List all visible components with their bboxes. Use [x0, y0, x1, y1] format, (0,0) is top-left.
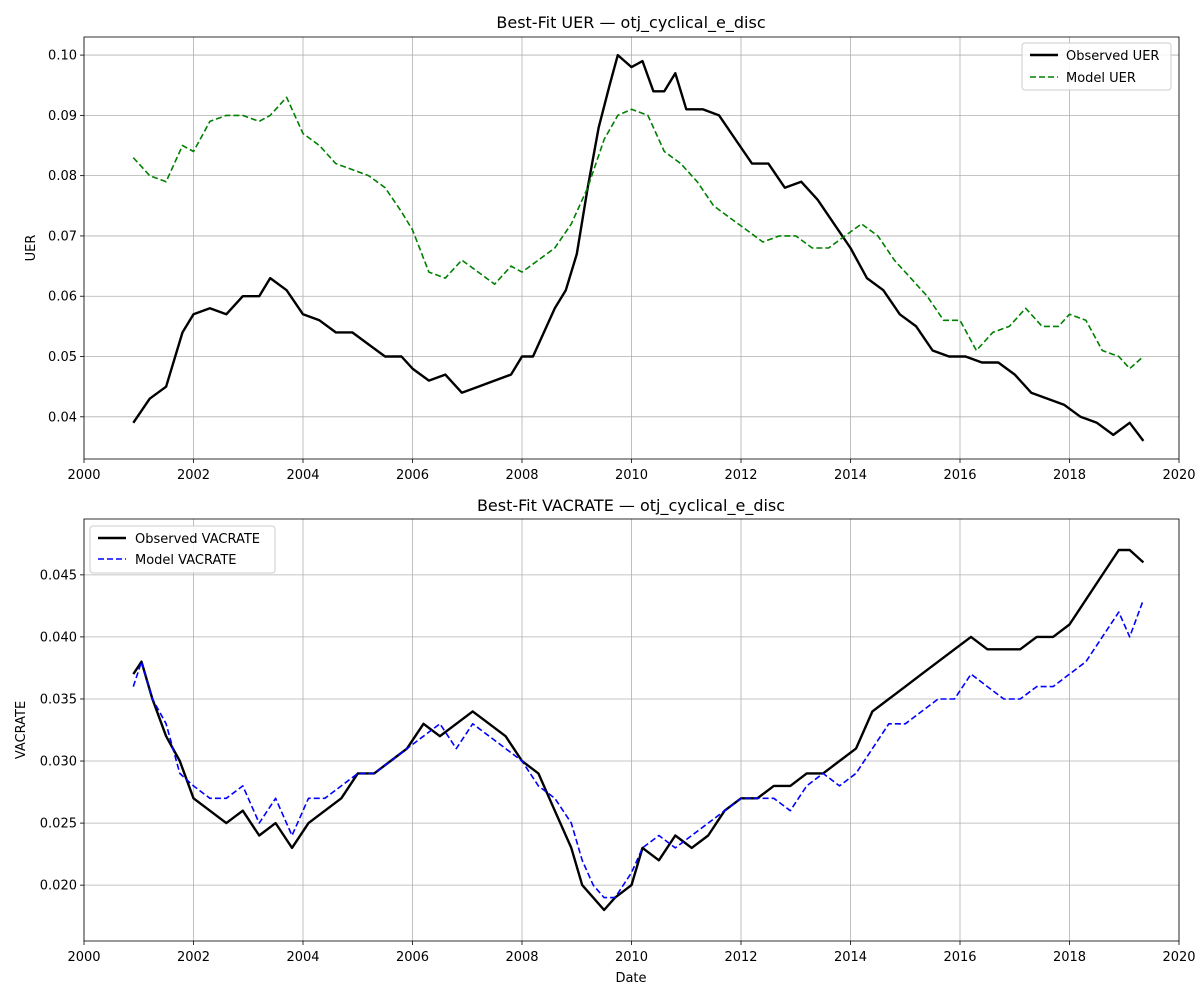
vacrate-ytick-label-3: 0.035: [40, 692, 77, 707]
uer-series-line-observed-uer: [132, 53, 1145, 442]
vacrate-chart: Best-Fit VACRATE — otj_cyclical_e_disc V…: [14, 496, 1196, 986]
uer-xtick-label-4: 2008: [505, 468, 538, 483]
uer-legend: Observed UER Model UER: [1021, 42, 1172, 91]
legend-label-observed-uer: Observed UER: [1066, 49, 1159, 64]
uer-ytick-label-4: 0.08: [48, 169, 77, 184]
uer-ytick-label-2: 0.06: [48, 290, 77, 305]
uer-xtick-label-10: 2020: [1162, 468, 1195, 483]
vacrate-xtick-label-7: 2014: [834, 950, 867, 965]
vacrate-ytick-label-0: 0.020: [40, 879, 77, 894]
vacrate-xtick-label-1: 2002: [177, 950, 210, 965]
uer-y-axis-label: UER: [24, 235, 39, 262]
legend-label-model-vacrate: Model VACRATE: [135, 553, 237, 568]
legend-label-model-uer: Model UER: [1066, 71, 1136, 86]
uer-chart: Best-Fit UER — otj_cyclical_e_disc UER 2…: [24, 13, 1196, 483]
uer-ytick-label-5: 0.09: [48, 109, 77, 124]
vacrate-xtick-label-0: 2000: [67, 950, 100, 965]
vacrate-xtick-label-3: 2006: [396, 950, 429, 965]
vacrate-xtick-label-10: 2020: [1162, 950, 1195, 965]
uer-xtick-label-1: 2002: [177, 468, 210, 483]
uer-series-line-model-uer: [132, 96, 1144, 370]
uer-ytick-label-6: 0.10: [48, 49, 77, 64]
vacrate-ytick-label-5: 0.045: [40, 568, 77, 583]
uer-legend-box: [1021, 42, 1172, 91]
uer-series: [132, 53, 1145, 442]
legend-label-observed-vacrate: Observed VACRATE: [135, 532, 260, 547]
vacrate-xtick-label-6: 2012: [724, 950, 757, 965]
uer-chart-title: Best-Fit UER — otj_cyclical_e_disc: [496, 13, 765, 33]
vacrate-legend: Observed VACRATE Model VACRATE: [89, 525, 276, 574]
vacrate-y-axis-label: VACRATE: [14, 701, 29, 759]
uer-ytick-label-0: 0.04: [48, 410, 77, 425]
vacrate-ytick-label-2: 0.030: [40, 755, 77, 770]
uer-xtick-label-2: 2004: [286, 468, 319, 483]
uer-xtick-label-8: 2016: [943, 468, 976, 483]
vacrate-xtick-label-5: 2010: [615, 950, 648, 965]
uer-xtick-label-3: 2006: [396, 468, 429, 483]
vacrate-xtick-label-9: 2018: [1053, 950, 1086, 965]
uer-ytick-label-3: 0.07: [48, 229, 77, 244]
uer-xtick-label-6: 2012: [724, 468, 757, 483]
vacrate-ticks: 2000 2002 2004 2006 2008 2010 2012 2014 2016 2018…: [40, 568, 1196, 965]
vacrate-xtick-label-4: 2008: [505, 950, 538, 965]
uer-xtick-label-7: 2014: [834, 468, 867, 483]
vacrate-xtick-label-2: 2004: [286, 950, 319, 965]
uer-ticks: 2000 2002 2004 2006 2008 2010 2012 2014 2016 2018…: [48, 49, 1196, 483]
vacrate-series: [132, 548, 1145, 912]
vacrate-series-line-observed-vacrate: [132, 548, 1145, 912]
vacrate-series-line-model-vacrate: [132, 599, 1145, 899]
vacrate-legend-box: [89, 525, 276, 574]
uer-ytick-label-1: 0.05: [48, 350, 77, 365]
vacrate-ytick-label-4: 0.040: [40, 630, 77, 645]
uer-xtick-label-5: 2010: [615, 468, 648, 483]
x-axis-label: Date: [615, 971, 646, 986]
uer-xtick-label-0: 2000: [67, 468, 100, 483]
vacrate-ytick-label-1: 0.025: [40, 817, 77, 832]
uer-xtick-label-9: 2018: [1053, 468, 1086, 483]
vacrate-chart-title: Best-Fit VACRATE — otj_cyclical_e_disc: [477, 496, 785, 516]
vacrate-xtick-label-8: 2016: [943, 950, 976, 965]
